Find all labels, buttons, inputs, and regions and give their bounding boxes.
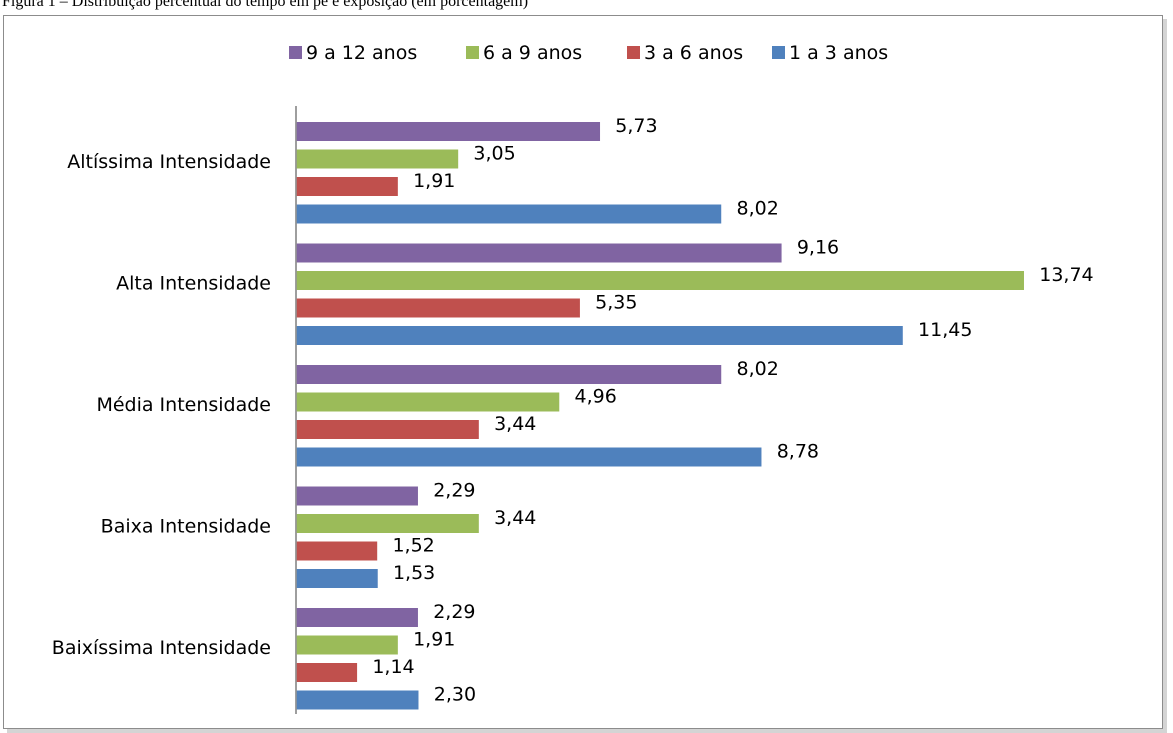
value-label-alta-intensidade-3-a-6-anos: 5,35 <box>595 292 637 314</box>
value-label-media-intensidade-3-a-6-anos: 3,44 <box>494 413 536 435</box>
value-label-baixissima-intensidade-3-a-6-anos: 1,14 <box>372 656 414 678</box>
bar-media-intensidade-6-a-9-anos <box>296 392 560 412</box>
bar-baixa-intensidade-6-a-9-anos <box>296 514 479 533</box>
category-label-baixa-intensidade: Baixa Intensidade <box>101 516 271 538</box>
legend-swatch-3-a-6-anos <box>627 46 640 59</box>
value-label-media-intensidade-1-a-3-anos: 8,78 <box>777 441 819 463</box>
value-label-altissima-intensidade-9-a-12-anos: 5,73 <box>615 115 657 137</box>
legend-swatch-9-a-12-anos <box>289 46 302 59</box>
bar-media-intensidade-9-a-12-anos <box>296 365 722 384</box>
bar-alta-intensidade-9-a-12-anos <box>296 243 782 263</box>
bar-altissima-intensidade-1-a-3-anos <box>296 204 722 224</box>
value-label-alta-intensidade-6-a-9-anos: 13,74 <box>1039 264 1093 286</box>
bar-altissima-intensidade-9-a-12-anos <box>296 122 601 141</box>
value-label-baixissima-intensidade-6-a-9-anos: 1,91 <box>413 629 455 651</box>
bar-baixissima-intensidade-1-a-3-anos <box>296 690 419 710</box>
category-label-altissima-intensidade: Altíssima Intensidade <box>67 151 271 173</box>
value-label-alta-intensidade-1-a-3-anos: 11,45 <box>918 319 972 341</box>
bar-media-intensidade-3-a-6-anos <box>296 420 479 439</box>
chart-frame: 9 a 12 anos 6 a 9 anos 3 a 6 anos 1 a 3 ano… <box>3 15 1163 729</box>
bar-alta-intensidade-3-a-6-anos <box>296 298 580 318</box>
bar-group <box>296 122 1024 710</box>
legend-swatch-1-a-3-anos <box>772 46 785 59</box>
value-label-altissima-intensidade-3-a-6-anos: 1,91 <box>413 170 455 192</box>
bar-alta-intensidade-1-a-3-anos <box>296 326 903 345</box>
value-labels: 5,73 3,05 1,91 8,02 9,16 13,74 5,35 11,45 8,02 4,… <box>372 115 1093 706</box>
bar-baixa-intensidade-3-a-6-anos <box>296 541 378 561</box>
bar-chart: 9 a 12 anos 6 a 9 anos 3 a 6 anos 1 a 3 ano… <box>52 42 1094 714</box>
legend-label-3-a-6-anos: 3 a 6 anos <box>644 42 743 64</box>
value-label-altissima-intensidade-1-a-3-anos: 8,02 <box>736 198 778 220</box>
legend-swatch-6-a-9-anos <box>466 46 479 59</box>
value-label-media-intensidade-9-a-12-anos: 8,02 <box>736 358 778 380</box>
value-label-baixa-intensidade-1-a-3-anos: 1,53 <box>393 562 435 584</box>
bar-baixissima-intensidade-9-a-12-anos <box>296 608 418 627</box>
category-label-alta-intensidade: Alta Intensidade <box>116 273 271 295</box>
legend-label-1-a-3-anos: 1 a 3 anos <box>789 42 888 64</box>
value-label-baixa-intensidade-9-a-12-anos: 2,29 <box>433 480 475 502</box>
legend-label-6-a-9-anos: 6 a 9 anos <box>483 42 582 64</box>
figure-caption: Figura 1 – Distribuição percentual do te… <box>2 0 529 10</box>
legend-label-9-a-12-anos: 9 a 12 anos <box>306 42 417 64</box>
value-label-baixa-intensidade-3-a-6-anos: 1,52 <box>392 535 434 557</box>
bar-altissima-intensidade-6-a-9-anos <box>296 149 459 169</box>
category-labels: Altíssima Intensidade Alta Intensidade Méd… <box>52 151 271 659</box>
value-label-baixissima-intensidade-1-a-3-anos: 2,30 <box>434 684 476 706</box>
value-label-altissima-intensidade-6-a-9-anos: 3,05 <box>473 143 515 165</box>
bar-media-intensidade-1-a-3-anos <box>296 447 762 467</box>
value-label-alta-intensidade-9-a-12-anos: 9,16 <box>797 237 839 259</box>
category-label-baixissima-intensidade: Baixíssima Intensidade <box>52 637 271 659</box>
chart-legend: 9 a 12 anos 6 a 9 anos 3 a 6 anos 1 a 3 ano… <box>289 42 888 64</box>
value-label-baixa-intensidade-6-a-9-anos: 3,44 <box>494 507 536 529</box>
bar-baixa-intensidade-9-a-12-anos <box>296 486 418 506</box>
bar-altissima-intensidade-3-a-6-anos <box>296 177 398 196</box>
bar-baixissima-intensidade-3-a-6-anos <box>296 663 358 682</box>
value-label-baixissima-intensidade-9-a-12-anos: 2,29 <box>433 601 475 623</box>
value-label-media-intensidade-6-a-9-anos: 4,96 <box>575 386 617 408</box>
bar-baixissima-intensidade-6-a-9-anos <box>296 635 398 655</box>
category-label-media-intensidade: Média Intensidade <box>96 394 271 416</box>
bar-alta-intensidade-6-a-9-anos <box>296 271 1024 290</box>
bar-baixa-intensidade-1-a-3-anos <box>296 569 378 588</box>
